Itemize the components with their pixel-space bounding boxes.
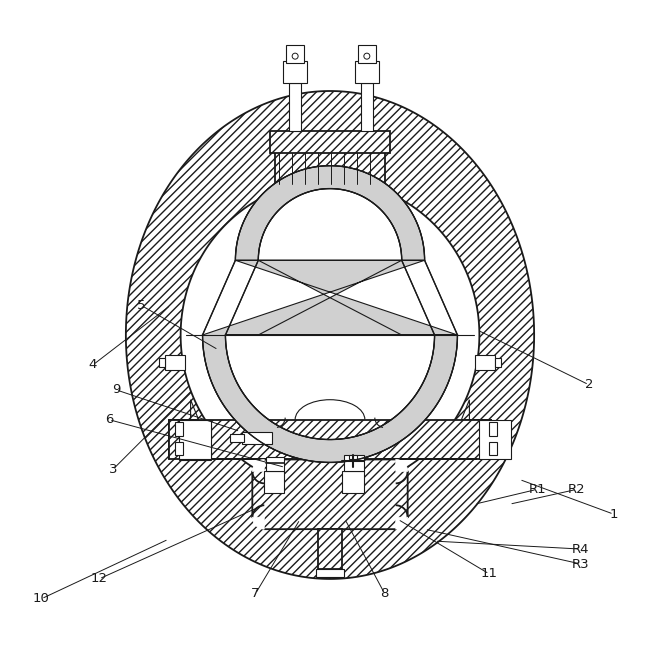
Polygon shape [489,422,497,436]
Polygon shape [158,358,165,367]
Polygon shape [270,131,390,152]
Text: 2: 2 [585,378,593,391]
Polygon shape [358,45,376,63]
Polygon shape [495,358,502,367]
Polygon shape [179,424,211,440]
Polygon shape [283,61,307,83]
Text: R4: R4 [572,543,589,556]
Polygon shape [344,455,364,471]
Polygon shape [252,459,408,529]
Circle shape [364,53,370,59]
Text: 12: 12 [90,572,108,585]
Polygon shape [286,45,304,63]
Text: 3: 3 [109,463,117,476]
Polygon shape [175,422,183,436]
Text: 8: 8 [381,587,389,601]
Polygon shape [349,455,357,459]
Circle shape [292,53,298,59]
Polygon shape [242,432,272,444]
Polygon shape [318,529,342,569]
Polygon shape [489,442,497,455]
Polygon shape [266,457,284,471]
Polygon shape [179,420,211,459]
Text: 6: 6 [105,413,113,426]
Polygon shape [396,517,408,529]
Polygon shape [289,83,301,131]
Polygon shape [181,181,479,489]
Text: 5: 5 [137,298,145,312]
Polygon shape [179,445,211,461]
Text: R1: R1 [528,483,546,496]
Polygon shape [475,355,495,370]
Text: 4: 4 [89,358,97,372]
Polygon shape [169,420,491,459]
Polygon shape [126,91,534,579]
Polygon shape [203,166,457,463]
Text: 11: 11 [481,568,498,580]
Text: 7: 7 [251,587,259,601]
Polygon shape [264,471,284,493]
Polygon shape [461,400,491,420]
Polygon shape [275,150,385,185]
Polygon shape [252,459,264,471]
Polygon shape [252,517,264,529]
Polygon shape [396,459,408,471]
Polygon shape [479,420,512,459]
Text: R2: R2 [568,483,586,496]
Polygon shape [169,400,199,420]
Polygon shape [361,83,373,131]
Polygon shape [342,471,364,493]
Polygon shape [316,569,344,577]
Text: R3: R3 [572,558,590,570]
Polygon shape [175,442,183,455]
Text: 1: 1 [610,508,618,521]
Polygon shape [230,434,244,442]
Polygon shape [165,355,185,370]
Text: 9: 9 [112,383,120,396]
Polygon shape [355,61,379,83]
Text: 10: 10 [33,593,50,605]
